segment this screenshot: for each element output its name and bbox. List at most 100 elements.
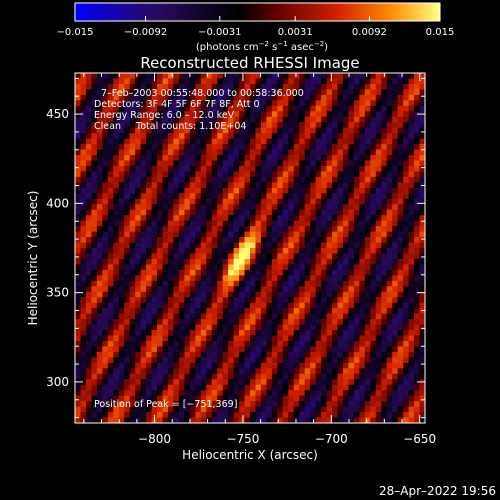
heatmap-cell bbox=[326, 100, 333, 107]
heatmap-cell bbox=[140, 390, 147, 397]
heatmap-cell bbox=[392, 204, 399, 211]
heatmap-cell bbox=[288, 340, 295, 347]
heatmap-cell bbox=[184, 308, 191, 315]
heatmap-cell bbox=[102, 242, 109, 249]
heatmap-cell bbox=[200, 122, 207, 129]
heatmap-cell bbox=[282, 160, 289, 167]
heatmap-cell bbox=[250, 417, 256, 423]
heatmap-cell bbox=[337, 171, 344, 178]
heatmap-cell bbox=[189, 105, 196, 112]
heatmap-cell bbox=[217, 83, 224, 90]
heatmap-cell bbox=[113, 182, 120, 189]
heatmap-cell bbox=[129, 330, 136, 336]
heatmap-cell bbox=[364, 182, 371, 189]
heatmap-cell bbox=[342, 368, 349, 375]
heatmap-cell bbox=[321, 324, 327, 331]
heatmap-cell bbox=[288, 357, 295, 364]
heatmap-cell bbox=[260, 346, 267, 353]
heatmap-cell bbox=[332, 209, 338, 216]
heatmap-cell bbox=[135, 127, 142, 134]
heatmap-cell bbox=[167, 94, 174, 101]
heatmap-cell bbox=[299, 330, 306, 336]
heatmap-cell bbox=[353, 280, 360, 287]
heatmap-cell bbox=[157, 138, 163, 145]
heatmap-cell bbox=[222, 275, 229, 282]
heatmap-cell bbox=[80, 83, 87, 90]
heatmap-cell bbox=[96, 105, 103, 112]
heatmap-cell bbox=[211, 319, 218, 325]
heatmap-cell bbox=[386, 242, 393, 249]
heatmap-cell bbox=[178, 100, 185, 107]
heatmap-cell bbox=[282, 73, 289, 79]
heatmap-cell bbox=[392, 165, 399, 172]
heatmap-cell bbox=[173, 390, 180, 397]
heatmap-cell bbox=[277, 105, 284, 112]
heatmap-cell bbox=[282, 417, 289, 423]
heatmap-cell bbox=[85, 384, 92, 391]
heatmap-cell bbox=[266, 346, 273, 353]
heatmap-cell bbox=[135, 384, 142, 391]
heatmap-cell bbox=[91, 390, 98, 397]
heatmap-cell bbox=[200, 242, 207, 249]
heatmap-cell bbox=[118, 187, 125, 194]
heatmap-cell bbox=[239, 253, 245, 260]
heatmap-cell bbox=[206, 340, 213, 347]
heatmap-cell bbox=[184, 401, 191, 407]
heatmap-cell bbox=[75, 155, 81, 161]
heatmap-cell bbox=[386, 198, 393, 205]
heatmap-cell bbox=[184, 105, 191, 112]
heatmap-cell bbox=[140, 220, 147, 227]
heatmap-cell bbox=[124, 373, 131, 380]
heatmap-cell bbox=[255, 176, 262, 183]
heatmap-cell bbox=[211, 111, 218, 118]
heatmap-cell bbox=[332, 116, 338, 123]
heatmap-cell bbox=[310, 73, 317, 79]
heatmap-cell bbox=[359, 297, 366, 304]
heatmap-cell bbox=[321, 149, 327, 156]
heatmap-cell bbox=[364, 144, 371, 150]
heatmap-cell bbox=[403, 144, 409, 150]
heatmap-cell bbox=[222, 182, 229, 189]
heatmap-cell bbox=[162, 100, 169, 107]
heatmap-cell bbox=[271, 351, 278, 358]
heatmap-cell bbox=[342, 105, 349, 112]
heatmap-cell bbox=[195, 302, 202, 309]
heatmap-cell bbox=[304, 280, 311, 287]
heatmap-cell bbox=[299, 264, 306, 271]
heatmap-cell bbox=[348, 357, 355, 364]
heatmap-cell bbox=[96, 335, 103, 342]
heatmap-cell bbox=[266, 275, 273, 282]
heatmap-cell bbox=[167, 242, 174, 249]
heatmap-cell bbox=[342, 248, 349, 254]
heatmap-cell bbox=[91, 127, 98, 134]
heatmap-cell bbox=[381, 231, 388, 238]
heatmap-cell bbox=[260, 302, 267, 309]
heatmap-cell bbox=[113, 275, 120, 282]
heatmap-cell bbox=[260, 237, 267, 243]
heatmap-cell bbox=[315, 100, 322, 107]
heatmap-cell bbox=[419, 258, 425, 265]
heatmap-cell bbox=[80, 144, 87, 150]
heatmap-cell bbox=[282, 100, 289, 107]
heatmap-cell bbox=[233, 264, 240, 271]
heatmap-cell bbox=[293, 401, 300, 407]
heatmap-cell bbox=[85, 302, 92, 309]
heatmap-cell bbox=[408, 83, 415, 90]
heatmap-cell bbox=[146, 89, 152, 96]
heatmap-cell bbox=[282, 253, 289, 260]
heatmap-cell bbox=[146, 302, 152, 309]
heatmap-cell bbox=[310, 138, 317, 145]
heatmap-cell bbox=[96, 248, 103, 254]
heatmap-cell bbox=[397, 291, 404, 298]
heatmap-cell bbox=[217, 390, 224, 397]
heatmap-cell bbox=[397, 215, 404, 222]
heatmap-cell bbox=[206, 83, 213, 90]
heatmap-cell bbox=[288, 351, 295, 358]
heatmap-cell bbox=[321, 302, 327, 309]
heatmap-cell bbox=[107, 198, 114, 205]
heatmap-cell bbox=[381, 133, 388, 140]
heatmap-cell bbox=[299, 165, 306, 172]
heatmap-cell bbox=[359, 412, 366, 418]
heatmap-cell bbox=[381, 313, 388, 320]
heatmap-cell bbox=[342, 78, 349, 85]
